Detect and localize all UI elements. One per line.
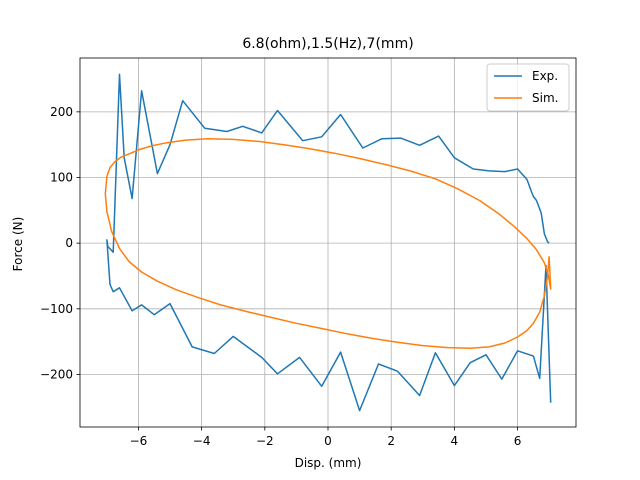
y-tick-label: −200 bbox=[40, 367, 73, 381]
sim-series-line bbox=[104, 138, 552, 349]
exp-series-line bbox=[106, 73, 552, 412]
legend-label-sim: Sim. bbox=[532, 91, 558, 105]
x-tick-label: −4 bbox=[193, 434, 211, 448]
y-tick-label: 0 bbox=[65, 236, 73, 250]
legend-label-exp: Exp. bbox=[532, 69, 558, 83]
legend: Exp. Sim. bbox=[486, 63, 570, 112]
x-tick-label: 2 bbox=[387, 434, 395, 448]
chart-title: 6.8(ohm),1.5(Hz),7(mm) bbox=[242, 36, 413, 52]
y-axis-ticks: −200 −100 0 100 200 bbox=[40, 105, 80, 381]
y-tick-label: 200 bbox=[50, 105, 73, 119]
x-tick-label: 4 bbox=[451, 434, 459, 448]
x-tick-label: −6 bbox=[130, 434, 148, 448]
y-tick-label: 100 bbox=[50, 170, 73, 184]
x-tick-label: 6 bbox=[514, 434, 522, 448]
x-axis-label: Disp. (mm) bbox=[295, 456, 362, 470]
y-axis-label: Force (N) bbox=[11, 217, 25, 272]
plot-series bbox=[104, 73, 552, 412]
y-tick-label: −100 bbox=[40, 302, 73, 316]
x-axis-ticks: −6 −4 −2 0 2 4 6 bbox=[130, 427, 522, 448]
x-tick-label: 0 bbox=[324, 434, 332, 448]
x-tick-label: −2 bbox=[256, 434, 274, 448]
